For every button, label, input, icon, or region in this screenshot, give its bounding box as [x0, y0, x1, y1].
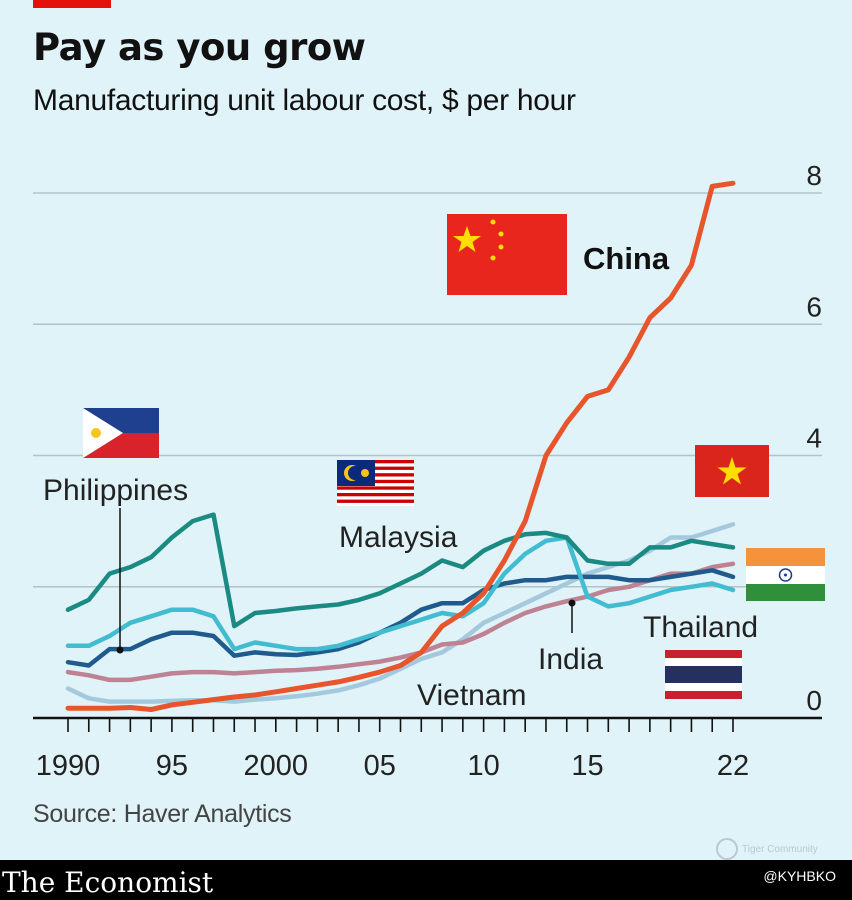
label-philippines: Philippines	[43, 474, 188, 507]
author-handle: @KYHBKO	[763, 868, 836, 884]
label-thailand: Thailand	[643, 611, 758, 644]
x-tick-label-10: 10	[467, 750, 499, 782]
brand-red-tab	[33, 0, 111, 8]
brand-name: The Economist	[2, 866, 214, 899]
x-tick-label-05: 05	[364, 750, 396, 782]
series-line-thailand	[65, 535, 736, 652]
x-tick-label-2000: 2000	[244, 750, 309, 782]
chart-subtitle: Manufacturing unit labour cost, $ per ho…	[33, 84, 576, 117]
y-tick-label-4: 4	[806, 423, 822, 454]
x-tick-label-22: 22	[717, 750, 749, 782]
country-flags	[83, 214, 825, 699]
series-line-china	[65, 180, 736, 712]
y-tick-label-0: 0	[806, 685, 822, 716]
thailand-flag-icon	[665, 650, 742, 699]
series-line-india	[65, 561, 736, 683]
philippines-flag-icon	[83, 408, 159, 458]
y-tick-label-8: 8	[806, 160, 822, 191]
series-line-malaysia	[65, 512, 736, 629]
footer-bar	[0, 860, 852, 900]
label-malaysia: Malaysia	[339, 521, 458, 554]
series-lines	[65, 180, 736, 712]
philippines-leader-dot	[116, 646, 124, 654]
chart-source: Source: Haver Analytics	[33, 800, 292, 828]
x-tick-label-15: 15	[571, 750, 603, 782]
watermark: Tiger Community	[716, 838, 818, 860]
label-leader-lines	[116, 508, 576, 654]
chart-title: Pay as you grow	[33, 26, 366, 69]
india-flag-icon	[746, 548, 825, 601]
x-tick-label-95: 95	[156, 750, 188, 782]
malaysia-flag-icon	[337, 460, 414, 506]
series-labels: China Philippines Malaysia Thailand Indi…	[43, 241, 758, 712]
vietnam-flag-icon	[695, 445, 769, 497]
y-axis-labels: 02468	[806, 160, 822, 716]
label-india: India	[538, 643, 603, 676]
y-tick-label-6: 6	[806, 291, 822, 322]
series-line-philippines	[65, 568, 736, 668]
watermark-text: Tiger Community	[742, 843, 818, 855]
chart-grid	[33, 192, 822, 588]
india-leader-dot	[568, 599, 576, 607]
label-vietnam: Vietnam	[417, 679, 527, 712]
tiger-logo-icon	[716, 838, 738, 860]
x-tick-label-1990: 1990	[36, 750, 101, 782]
china-flag-icon	[447, 214, 567, 295]
x-axis: 1990 95 2000 05 10 15 22	[33, 716, 822, 782]
label-china: China	[583, 241, 670, 276]
